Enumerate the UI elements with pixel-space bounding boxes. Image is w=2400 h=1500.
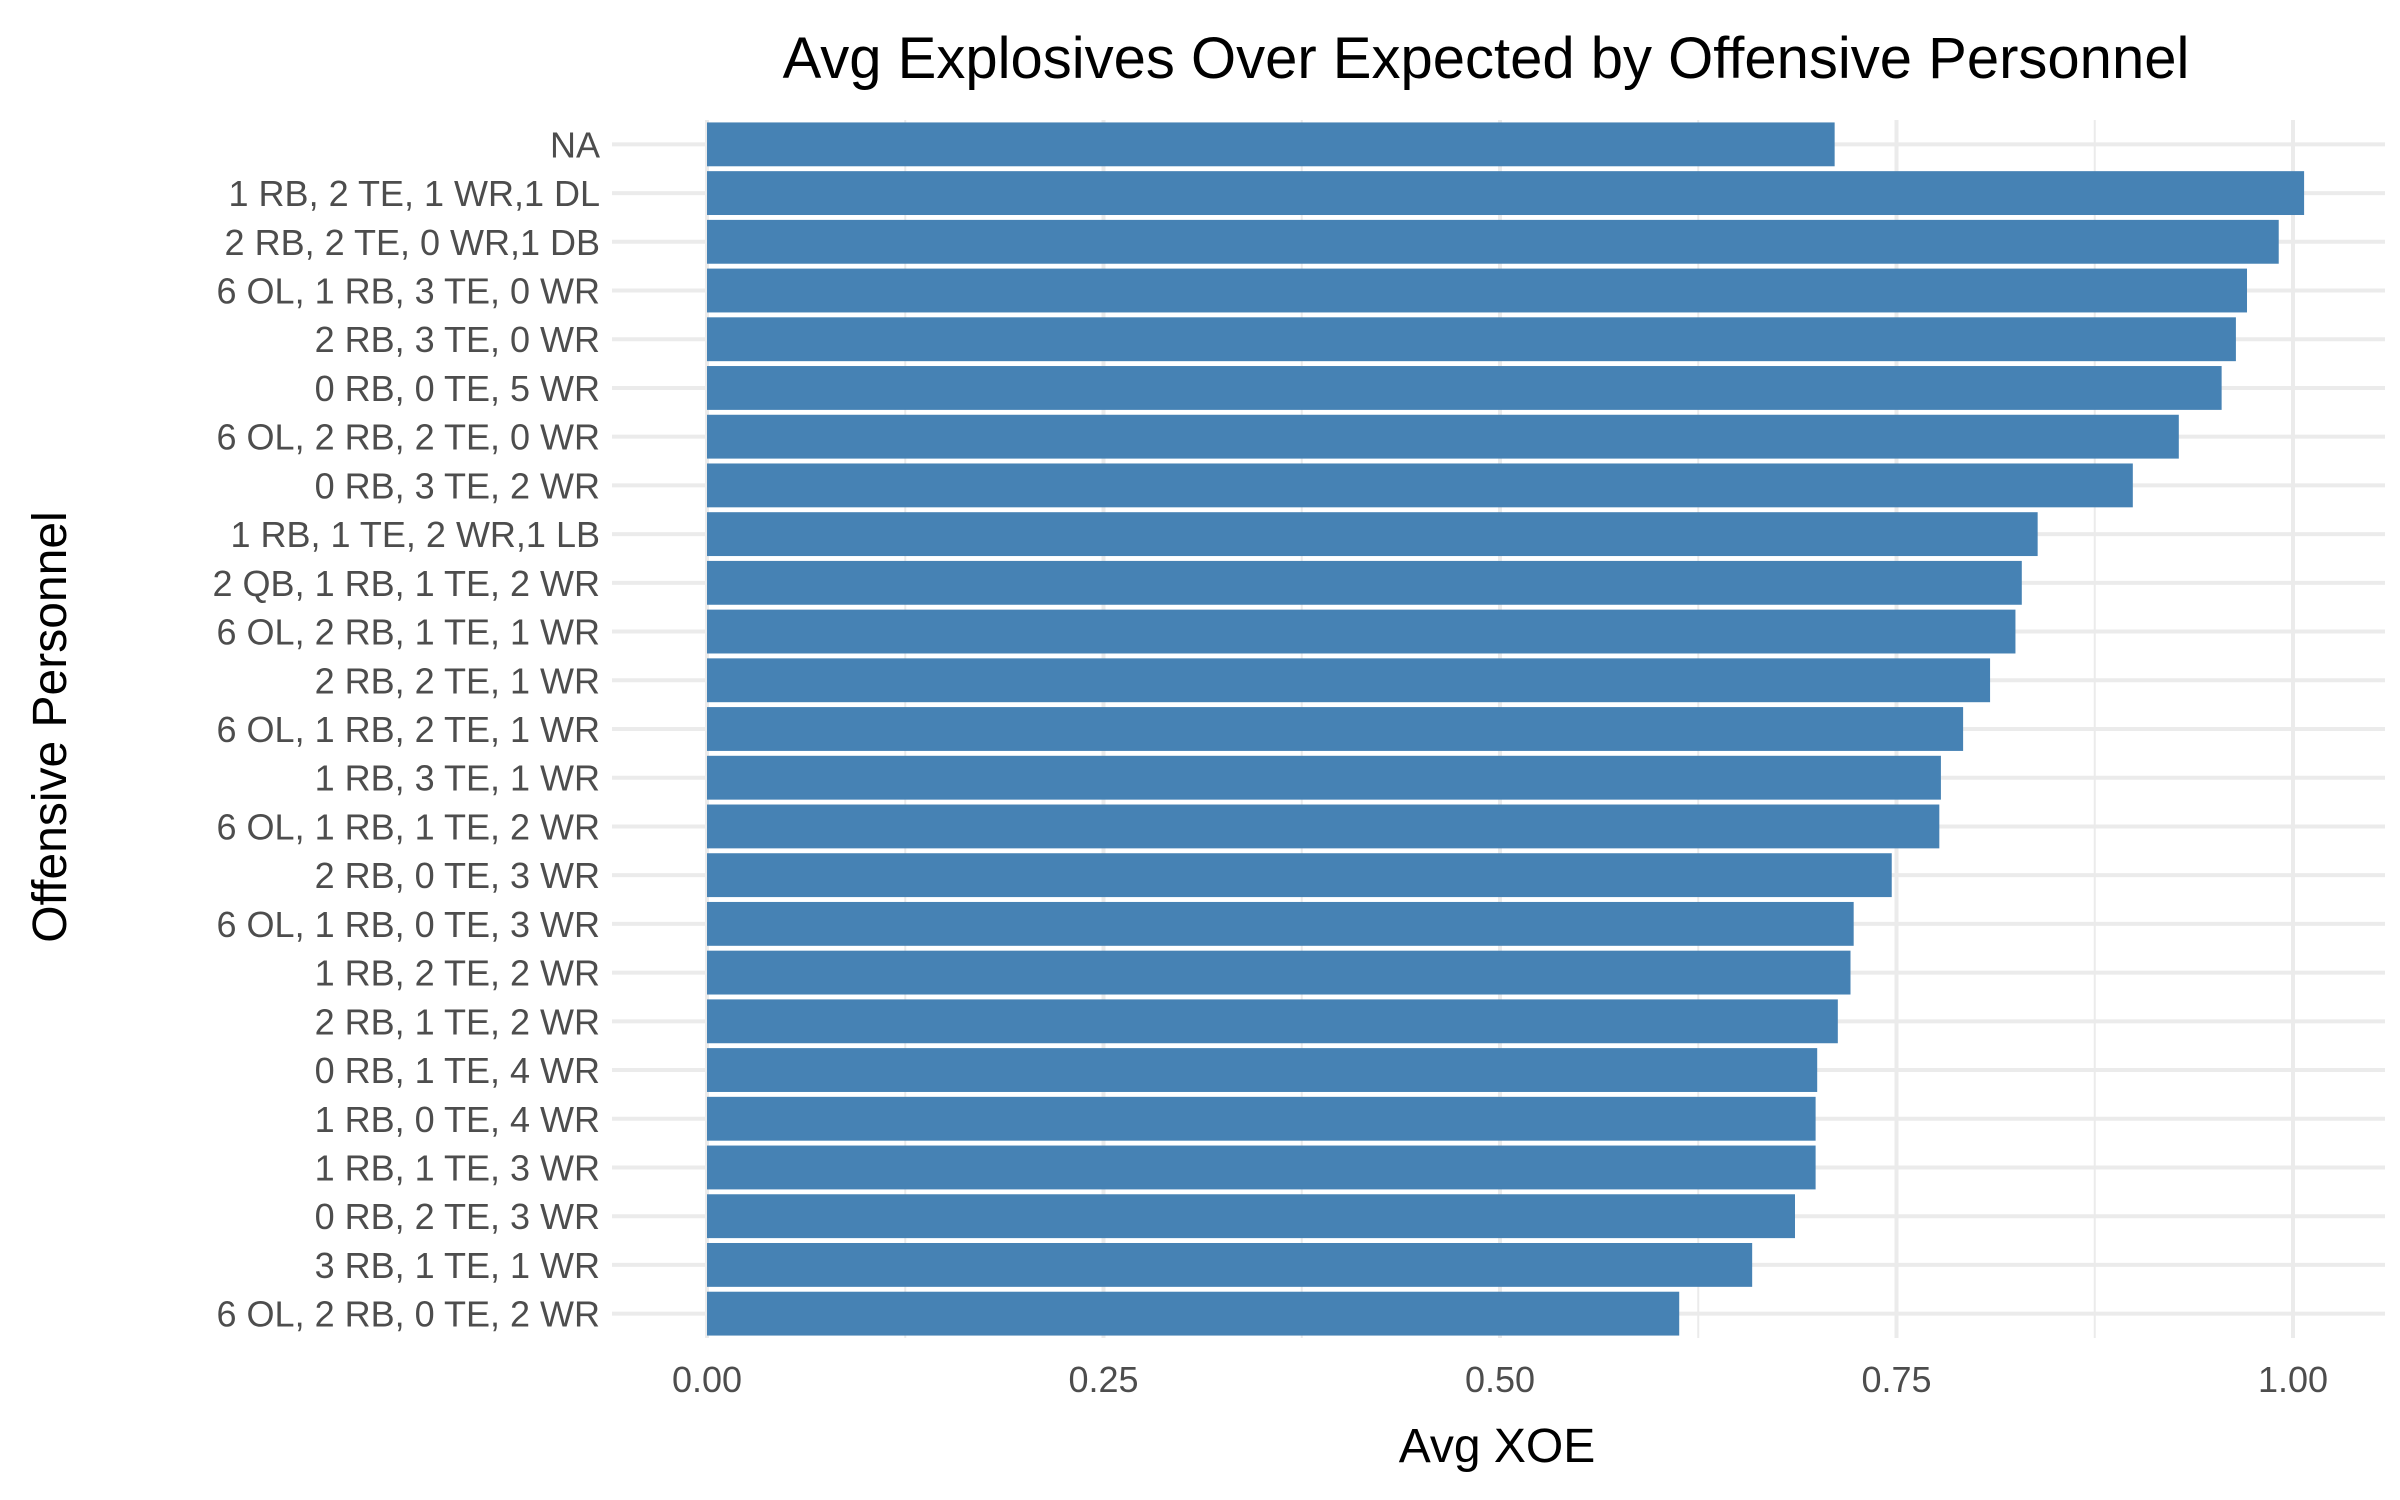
x-tick-label: 0.25	[1068, 1359, 1138, 1400]
bar	[707, 707, 1964, 751]
bar	[707, 463, 2133, 508]
bar	[707, 414, 2179, 459]
y-tick-label: 2 QB, 1 RB, 1 TE, 2 WR	[213, 563, 600, 604]
bar	[707, 219, 2279, 264]
x-tick-label: 0.50	[1465, 1359, 1535, 1400]
x-tick-label: 0.75	[1861, 1359, 1931, 1400]
x-tick-label: 0.00	[672, 1359, 742, 1400]
bar	[707, 1291, 1680, 1336]
y-tick-label: 0 RB, 0 TE, 5 WR	[315, 368, 600, 409]
bar	[707, 268, 2248, 313]
bar	[707, 999, 1838, 1044]
y-axis-title: Offensive Personnel	[24, 511, 77, 942]
y-tick-label: 6 OL, 1 RB, 1 TE, 2 WR	[217, 806, 600, 847]
bar	[707, 512, 2038, 557]
y-tick-label: 0 RB, 1 TE, 4 WR	[315, 1050, 600, 1091]
bar	[707, 1096, 1816, 1141]
y-tick-label: 3 RB, 1 TE, 1 WR	[315, 1245, 600, 1286]
bar	[707, 1048, 1818, 1092]
y-tick-label: 1 RB, 2 TE, 1 WR,1 DL	[229, 173, 600, 214]
y-tick-label: 1 RB, 1 TE, 2 WR,1 LB	[231, 514, 600, 555]
y-tick-label: 6 OL, 1 RB, 2 TE, 1 WR	[217, 709, 600, 750]
bar	[707, 122, 1835, 167]
bar	[707, 366, 2222, 410]
y-tick-label: 2 RB, 3 TE, 0 WR	[315, 319, 600, 360]
y-tick-label: 1 RB, 1 TE, 3 WR	[315, 1147, 600, 1188]
y-tick-label: 0 RB, 2 TE, 3 WR	[315, 1196, 600, 1237]
bar	[707, 609, 2016, 654]
y-tick-labels: NA 1 RB, 2 TE, 1 WR,1 DL 2 RB, 2 TE, 0 WR,…	[213, 124, 600, 1334]
bar	[707, 1194, 1795, 1239]
y-tick-label: 2 RB, 2 TE, 0 WR,1 DB	[225, 222, 600, 263]
bar	[707, 1145, 1816, 1190]
y-tick-label: 2 RB, 2 TE, 1 WR	[315, 660, 600, 701]
y-tick-label: 6 OL, 2 RB, 0 TE, 2 WR	[217, 1294, 600, 1335]
y-tick-label: 6 OL, 1 RB, 3 TE, 0 WR	[217, 271, 600, 312]
bar	[707, 317, 2236, 362]
bar	[707, 658, 1991, 703]
y-tick-label: 6 OL, 2 RB, 2 TE, 0 WR	[217, 417, 600, 458]
bar	[707, 1242, 1753, 1287]
y-tick-label: 0 RB, 3 TE, 2 WR	[315, 465, 600, 506]
x-tick-label: 1.00	[2258, 1359, 2328, 1400]
y-tick-label: 6 OL, 1 RB, 0 TE, 3 WR	[217, 904, 600, 945]
x-tick-labels: 0.00 0.25 0.50 0.75 1.00	[672, 1359, 2328, 1400]
bar	[707, 853, 1892, 898]
bar	[707, 560, 2022, 605]
chart-title: Avg Explosives Over Expected by Offensiv…	[783, 26, 2190, 91]
y-tick-label: 1 RB, 0 TE, 4 WR	[315, 1099, 600, 1140]
y-tick-label: 1 RB, 3 TE, 1 WR	[315, 758, 600, 799]
y-tick-label: 2 RB, 0 TE, 3 WR	[315, 855, 600, 896]
bar	[707, 171, 2305, 216]
y-tick-label: 6 OL, 2 RB, 1 TE, 1 WR	[217, 612, 600, 653]
bars	[707, 122, 2305, 1336]
bar	[707, 901, 1854, 946]
bar	[707, 755, 1941, 800]
bar	[707, 804, 1940, 849]
x-axis-title: Avg XOE	[1399, 1420, 1596, 1473]
y-tick-label: 1 RB, 2 TE, 2 WR	[315, 953, 600, 994]
y-tick-label: 2 RB, 1 TE, 2 WR	[315, 1001, 600, 1042]
bar	[707, 950, 1851, 995]
y-tick-label: NA	[550, 124, 600, 165]
